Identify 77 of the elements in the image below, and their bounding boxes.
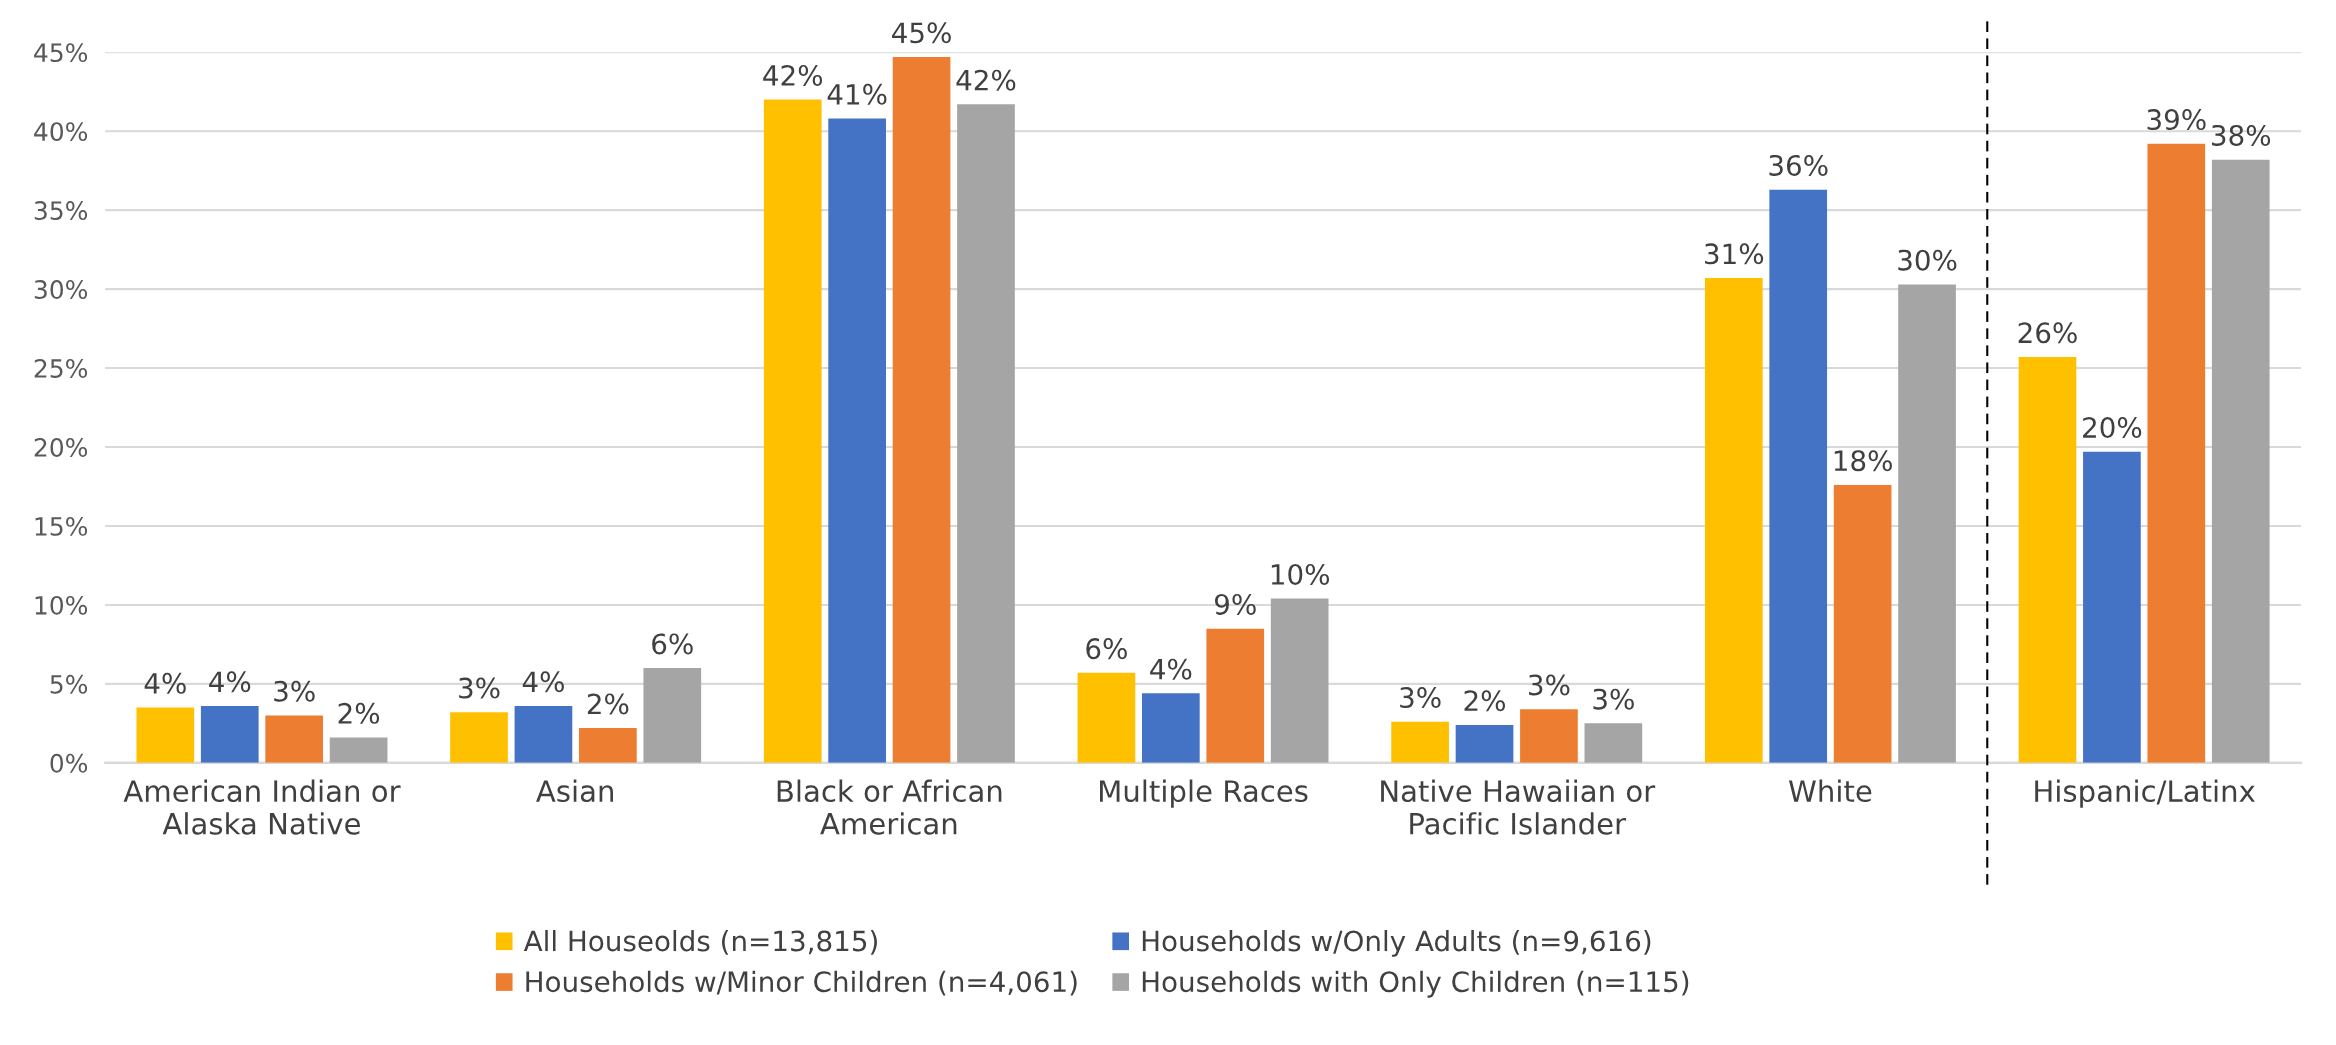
bar <box>514 706 573 763</box>
data-label: 6% <box>652 633 693 655</box>
data-label: 42% <box>763 64 823 86</box>
data-label: 3% <box>1400 687 1441 709</box>
data-label: 26% <box>2018 322 2077 344</box>
data-label: 18% <box>1834 450 1892 472</box>
bar <box>1833 484 1892 763</box>
bar <box>200 706 259 763</box>
bar <box>1704 278 1763 763</box>
data-label: 3% <box>459 677 500 699</box>
y-tick-label: 0% <box>50 753 88 773</box>
data-label: 41% <box>827 83 887 105</box>
x-tick-label: American Indian or Alaska Native <box>123 779 401 835</box>
bar <box>957 104 1015 763</box>
bar <box>763 99 822 763</box>
data-label: 38% <box>2211 124 2271 146</box>
y-tick-label: 40% <box>34 122 88 142</box>
bar <box>265 715 324 763</box>
bar <box>892 56 951 763</box>
bar <box>579 728 637 763</box>
y-tick-label: 20% <box>34 437 88 457</box>
data-label: 3% <box>274 680 315 702</box>
bar <box>2147 143 2206 763</box>
x-tick-label: Asian <box>536 779 613 803</box>
y-tick-label: 25% <box>34 359 88 378</box>
data-label: 39% <box>2147 109 2206 131</box>
y-tick-label: 15% <box>35 516 88 536</box>
data-label: 36% <box>1769 154 1828 176</box>
data-label: 42% <box>956 69 1016 91</box>
bar <box>1391 721 1449 763</box>
bar <box>1584 723 1643 763</box>
y-tick-label: 5% <box>50 674 88 694</box>
data-label: 2% <box>1464 690 1506 712</box>
data-label: 4% <box>522 671 564 693</box>
bar <box>1769 189 1828 763</box>
y-tick-label: 10% <box>35 595 88 615</box>
bar <box>329 737 388 763</box>
legend-label: Households w/Only Adults (n=9,616) <box>1142 929 1651 957</box>
y-tick-label: 35% <box>34 201 88 221</box>
bar <box>1898 284 1956 763</box>
bar <box>2083 451 2141 763</box>
bar <box>1455 724 1514 763</box>
data-label: 2% <box>338 702 380 724</box>
legend-label: Households with Only Children (n=115) <box>1142 970 1689 998</box>
data-label: 31% <box>1705 243 1764 265</box>
data-label: 3% <box>1593 688 1634 710</box>
x-tick-label: Native Hawaiian or Pacific Islander <box>1381 779 1656 835</box>
x-tick-label: Hispanic/Latinx <box>2035 779 2255 808</box>
data-label: 30% <box>1898 249 1957 271</box>
bar <box>1206 628 1265 763</box>
bar <box>2211 159 2270 763</box>
x-tick-label: Black or African American <box>777 779 1002 835</box>
bar <box>2018 357 2077 763</box>
data-label: 3% <box>1529 674 1570 696</box>
data-label: 20% <box>2083 417 2142 439</box>
bar <box>1077 672 1136 763</box>
legend-label: All Houseolds (n=13,815) <box>523 929 877 955</box>
data-label: 4% <box>144 672 186 694</box>
bar <box>136 707 195 763</box>
data-label: 2% <box>587 693 629 715</box>
x-tick-label: White <box>1788 779 1872 803</box>
data-label: 4% <box>209 671 251 693</box>
bar <box>1270 598 1329 763</box>
data-label: 10% <box>1271 563 1330 585</box>
bar <box>1520 709 1578 763</box>
legend-label: Households w/Minor Children (n=4,061) <box>526 970 1077 996</box>
bar <box>643 668 702 763</box>
bar <box>1141 693 1200 763</box>
data-label: 45% <box>892 22 951 44</box>
y-tick-label: 30% <box>34 280 88 299</box>
bar <box>450 712 508 763</box>
data-label: 4% <box>1150 658 1192 680</box>
x-tick-label: Multiple Races <box>1100 779 1308 808</box>
data-label: 9% <box>1214 593 1256 615</box>
y-tick-label: 45% <box>34 43 88 63</box>
data-label: 6% <box>1086 638 1127 660</box>
bar <box>828 118 886 763</box>
